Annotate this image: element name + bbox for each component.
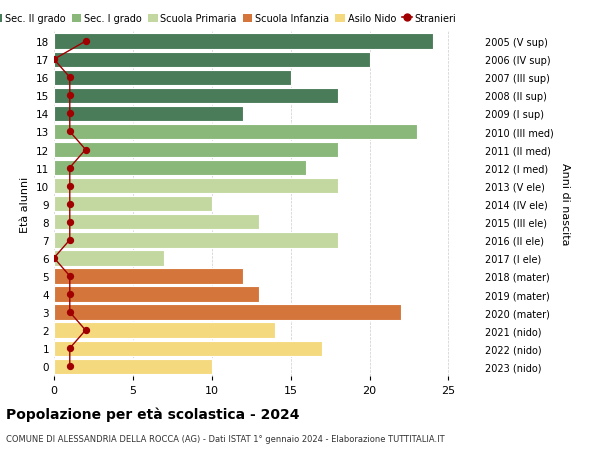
- Point: [65, 74, 74, 82]
- Legend: Sec. II grado, Sec. I grado, Scuola Primaria, Scuola Infanzia, Asilo Nido, Stran: Sec. II grado, Sec. I grado, Scuola Prim…: [0, 14, 457, 24]
- Bar: [54, 359, 212, 374]
- Point: [65, 218, 74, 226]
- Point: [81, 39, 91, 46]
- Bar: [54, 179, 338, 194]
- Point: [81, 327, 91, 334]
- Bar: [54, 161, 307, 176]
- Point: [65, 273, 74, 280]
- Bar: [54, 341, 322, 356]
- Point: [49, 56, 59, 64]
- Bar: [54, 52, 370, 68]
- Point: [65, 111, 74, 118]
- Bar: [54, 215, 259, 230]
- Point: [65, 183, 74, 190]
- Bar: [54, 233, 338, 248]
- Point: [65, 291, 74, 298]
- Point: [65, 363, 74, 370]
- Point: [65, 129, 74, 136]
- Bar: [54, 251, 164, 266]
- Y-axis label: Anni di nascita: Anni di nascita: [560, 163, 570, 246]
- Point: [65, 164, 74, 172]
- Bar: [54, 89, 338, 104]
- Bar: [54, 106, 244, 122]
- Bar: [54, 34, 433, 50]
- Point: [65, 345, 74, 352]
- Bar: [54, 143, 338, 158]
- Bar: [54, 124, 417, 140]
- Bar: [54, 287, 259, 302]
- Bar: [54, 196, 212, 212]
- Bar: [54, 70, 290, 86]
- Text: Popolazione per età scolastica - 2024: Popolazione per età scolastica - 2024: [6, 406, 299, 421]
- Point: [65, 309, 74, 316]
- Bar: [54, 269, 244, 284]
- Bar: [54, 305, 401, 320]
- Y-axis label: Età alunni: Età alunni: [20, 176, 31, 232]
- Bar: [54, 323, 275, 338]
- Point: [81, 146, 91, 154]
- Point: [65, 237, 74, 244]
- Point: [65, 92, 74, 100]
- Point: [49, 255, 59, 262]
- Text: COMUNE DI ALESSANDRIA DELLA ROCCA (AG) - Dati ISTAT 1° gennaio 2024 - Elaborazio: COMUNE DI ALESSANDRIA DELLA ROCCA (AG) -…: [6, 434, 445, 443]
- Point: [65, 201, 74, 208]
